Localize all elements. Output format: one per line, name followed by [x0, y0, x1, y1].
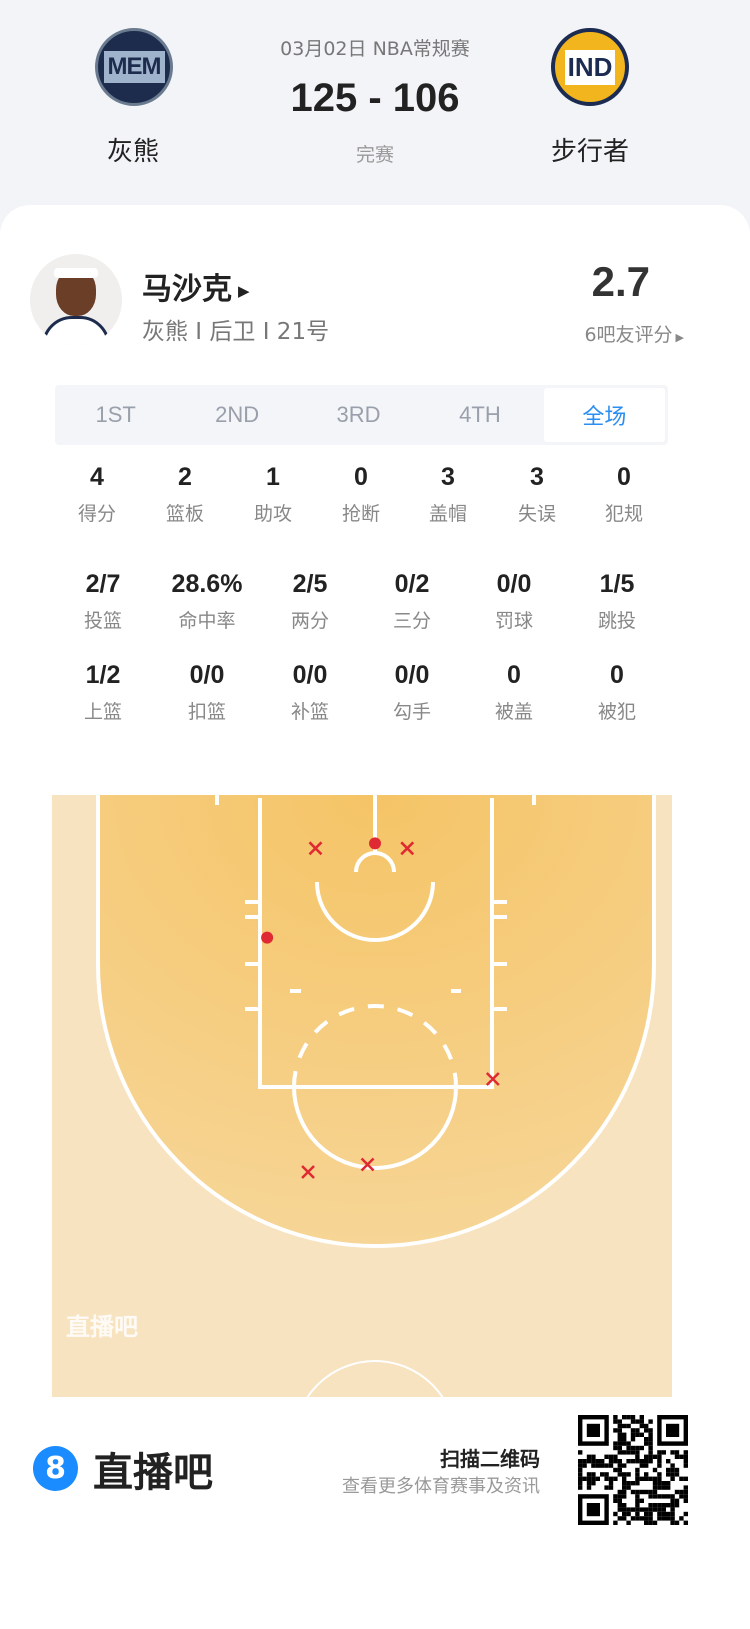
stat-item: 3 失误 [482, 463, 592, 526]
stat-value: 28.6% [171, 570, 243, 598]
stat-value: 0/0 [496, 570, 532, 598]
qr-code[interactable] [578, 1415, 688, 1525]
stat-label: 篮板 [165, 503, 204, 525]
player-name-link[interactable]: 马沙克 ▶ [142, 272, 250, 307]
stat-label: 命中率 [178, 610, 236, 632]
stat-value: 0/2 [394, 570, 430, 598]
stat-value: 0 [354, 463, 368, 491]
stat-label: 失误 [517, 503, 556, 525]
stat-value: 2/5 [292, 570, 328, 598]
stat-value: 2/7 [85, 570, 121, 598]
shot-missed-marker [485, 1072, 500, 1086]
stat-item: 1 助攻 [218, 463, 328, 526]
stat-value: 0/0 [292, 661, 328, 689]
period-tabs: 1ST 2ND 3RD 4TH 全场 [55, 385, 668, 445]
scan-subtitle: 查看更多体育赛事及资讯 [342, 1476, 540, 1497]
stat-item: 0/0 补篮 [255, 661, 365, 724]
tab-3rd[interactable]: 3RD [336, 402, 381, 427]
stat-label: 跳投 [597, 610, 636, 632]
stat-label: 两分 [290, 610, 329, 632]
stat-item: 2 篮板 [130, 463, 240, 526]
stat-label: 被犯 [597, 701, 636, 723]
match-score: 125 - 106 [290, 76, 460, 120]
match-status: 完赛 [355, 144, 394, 166]
stat-item: 1/5 跳投 [562, 570, 672, 633]
tab-1st[interactable]: 1ST [95, 402, 136, 427]
caret-right-icon: ▶ [675, 331, 684, 344]
shot-missed-marker [301, 1165, 315, 1179]
stat-item: 0/2 三分 [357, 570, 467, 633]
stat-label: 抢断 [341, 503, 380, 525]
stat-label: 三分 [392, 610, 431, 632]
tab-2nd[interactable]: 2ND [215, 402, 260, 427]
stat-label: 勾手 [392, 701, 431, 723]
brand-name: 直播吧 [93, 1450, 213, 1496]
stat-label: 助攻 [253, 503, 292, 525]
stat-value: 1/2 [85, 661, 121, 689]
stat-value: 3 [441, 463, 455, 491]
stat-value: 4 [90, 463, 104, 491]
stat-item: 0 被犯 [562, 661, 672, 724]
scan-title: 扫描二维码 [440, 1447, 540, 1471]
home-team-name: 灰熊 [106, 137, 159, 167]
stat-item: 0 被盖 [459, 661, 569, 724]
away-team-name: 步行者 [550, 137, 629, 167]
stat-item: 0/0 勾手 [357, 661, 467, 724]
stat-item: 0 犯规 [569, 463, 679, 526]
stat-item: 3 盖帽 [393, 463, 503, 526]
stat-label: 上篮 [83, 701, 122, 723]
stat-item: 2/7 投篮 [48, 570, 158, 633]
brand-logo-icon: 8 [33, 1446, 78, 1491]
home-team-logo[interactable]: MEM [95, 28, 173, 106]
rating-link[interactable]: 6吧友评分 ▶ [584, 324, 684, 346]
stat-label: 盖帽 [428, 503, 467, 525]
stat-value: 0/0 [394, 661, 430, 689]
stat-label: 投篮 [83, 610, 122, 632]
stat-label: 补篮 [290, 701, 329, 723]
stat-item: 2/5 两分 [255, 570, 365, 633]
shot-made-marker [369, 837, 381, 850]
shot-missed-marker [360, 1157, 375, 1172]
stat-label: 得分 [77, 503, 116, 525]
stat-label: 犯规 [604, 503, 643, 525]
player-avatar[interactable] [30, 254, 122, 346]
stat-item: 4 得分 [42, 463, 152, 526]
away-team-logo[interactable]: IND [551, 28, 629, 106]
shot-missed-marker [308, 841, 323, 856]
stat-label: 罚球 [494, 610, 533, 632]
match-date: 03月02日 NBA常规赛 [280, 38, 470, 60]
court-watermark: 直播吧 [66, 1313, 138, 1341]
stat-value: 3 [530, 463, 544, 491]
stat-item: 0 抢断 [306, 463, 416, 526]
stat-value: 0 [507, 661, 521, 689]
stat-item: 0/0 罚球 [459, 570, 569, 633]
player-rating: 2.7 [591, 258, 650, 305]
stat-value: 1 [266, 463, 280, 491]
stat-value: 0 [610, 661, 624, 689]
stat-value: 1/5 [599, 570, 635, 598]
tab-4th[interactable]: 4TH [459, 402, 501, 427]
shot-missed-marker [400, 841, 415, 856]
tab-全场[interactable]: 全场 [543, 388, 666, 442]
stat-item: 28.6% 命中率 [152, 570, 262, 633]
stat-value: 0 [617, 463, 631, 491]
shot-made-marker [261, 931, 274, 944]
caret-right-icon: ▶ [238, 281, 250, 300]
player-info: 灰熊 I 后卫 I 21号 [142, 319, 330, 345]
stat-label: 被盖 [494, 701, 533, 723]
stat-item: 1/2 上篮 [48, 661, 158, 724]
stat-value: 0/0 [189, 661, 225, 689]
stat-label: 扣篮 [187, 701, 226, 723]
shot-chart-court: 直播吧 [52, 795, 672, 1397]
stat-value: 2 [178, 463, 192, 491]
stat-item: 0/0 扣篮 [152, 661, 262, 724]
